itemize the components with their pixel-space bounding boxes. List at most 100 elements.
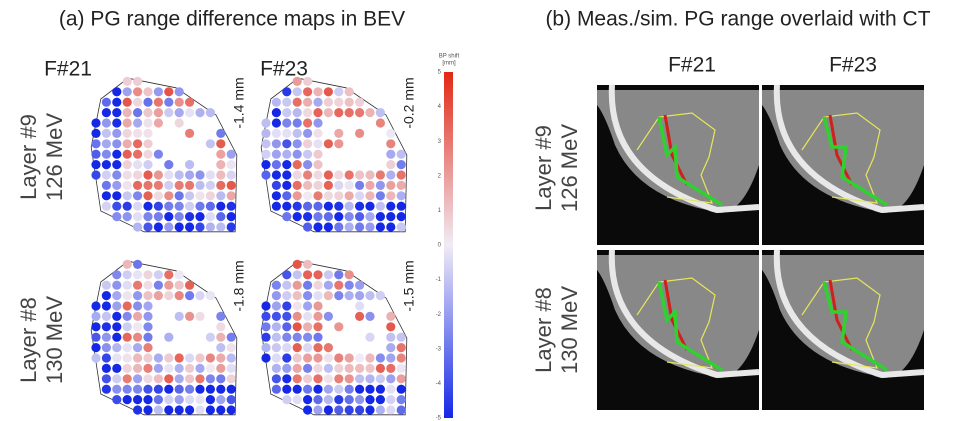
spot [143,202,152,211]
spot [164,405,173,414]
spot [133,170,142,179]
spot [123,118,132,127]
spot [123,364,132,373]
spot [123,181,132,190]
spot [303,222,312,231]
spot [112,301,121,310]
spot [282,322,291,331]
spot [282,212,291,221]
spot [112,202,121,211]
spot [123,395,132,404]
spot [282,160,291,169]
spot [112,212,121,221]
spot [195,222,204,231]
spot [206,395,215,404]
spot [376,191,385,200]
spot [185,405,194,414]
spot [376,181,385,190]
spot [123,291,132,300]
spot [143,118,152,127]
spot [313,322,322,331]
spot [143,170,152,179]
spot [261,301,270,310]
spot [386,322,395,331]
spot [376,202,385,211]
spot [143,322,152,331]
spot [272,129,281,138]
spot [185,212,194,221]
spot [143,150,152,159]
spot [397,170,406,179]
spot [324,353,333,362]
spot [195,181,204,190]
spot [175,395,184,404]
spot [164,108,173,117]
spot [334,222,343,231]
spot [133,260,142,269]
spot [123,333,132,342]
spot [282,333,291,342]
spot [376,405,385,414]
row-layer-label: Layer #9 [531,125,556,211]
spot [365,191,374,200]
spot [102,322,111,331]
spot [175,118,184,127]
spot [206,139,215,148]
spot [355,181,364,190]
spot [206,333,215,342]
spot [143,395,152,404]
spot [272,181,281,190]
spot [175,385,184,394]
spot [272,202,281,211]
spot [386,222,395,231]
spot [112,333,121,342]
spot [154,212,163,221]
spot [293,260,302,269]
spot [334,322,343,331]
spot [164,353,173,362]
spot [216,374,225,383]
spot [133,212,142,221]
spot [397,364,406,373]
spot [345,181,354,190]
spot [175,364,184,373]
spot [324,364,333,373]
colorbar-tick-label: -4 [436,381,442,387]
spot [345,291,354,300]
spot [313,181,322,190]
spot [112,281,121,290]
spot [175,191,184,200]
spot [227,364,236,373]
spot [91,150,100,159]
spot [216,150,225,159]
spot [313,301,322,310]
spot [102,170,111,179]
spot [154,270,163,279]
spot [195,108,204,117]
spot [376,374,385,383]
spot [227,160,236,169]
spot [282,170,291,179]
spot [112,374,121,383]
spot [313,191,322,200]
spot [324,374,333,383]
spot [365,374,374,383]
spot [365,333,374,342]
spot [355,405,364,414]
spot [143,364,152,373]
spot [293,333,302,342]
spot [313,374,322,383]
spot [345,405,354,414]
spot [313,333,322,342]
spot [376,291,385,300]
spot [133,118,142,127]
spot [397,222,406,231]
spot [133,108,142,117]
spot [227,212,236,221]
column-label: F#23 [260,58,308,81]
spot [143,301,152,310]
spot [386,405,395,414]
spot [345,374,354,383]
colorbar [444,72,453,418]
spot [143,353,152,362]
